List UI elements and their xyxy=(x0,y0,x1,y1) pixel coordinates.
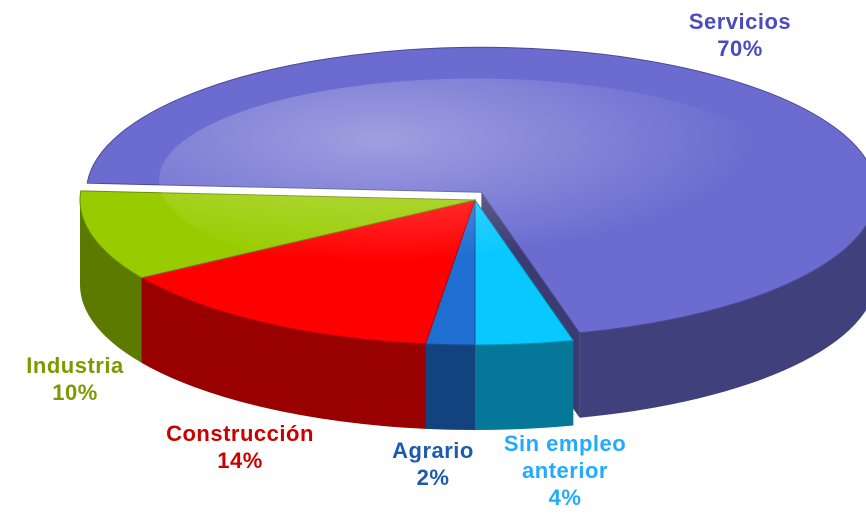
label-value: 14% xyxy=(217,448,263,473)
slice-side xyxy=(475,340,574,430)
slice-label: Industria 10% xyxy=(5,352,145,406)
label-name: Agrario xyxy=(392,438,474,463)
label-name: Sin empleo anterior xyxy=(503,431,627,483)
label-value: 70% xyxy=(717,36,763,61)
slice-label: Construcción 14% xyxy=(130,420,350,474)
label-value: 10% xyxy=(52,380,98,405)
slice-side xyxy=(425,343,475,430)
label-name: Construcción xyxy=(166,421,314,446)
slice-side xyxy=(141,277,426,429)
slice-label: Sin empleo anterior 4% xyxy=(495,430,635,511)
slice-label: Servicios 70% xyxy=(650,8,830,62)
label-value: 2% xyxy=(416,465,450,490)
slice-side xyxy=(579,225,866,418)
slice-label: Agrario 2% xyxy=(378,437,488,491)
label-value: 4% xyxy=(548,485,582,510)
label-name: Servicios xyxy=(688,9,792,34)
label-name: Industria xyxy=(26,353,124,378)
